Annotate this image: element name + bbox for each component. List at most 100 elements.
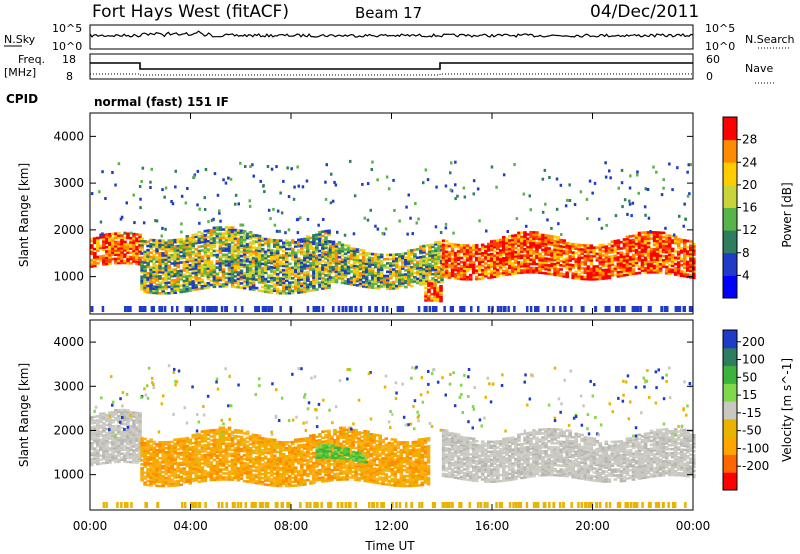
heatmap-cell — [146, 284, 150, 288]
heatmap-cell — [146, 458, 150, 461]
heatmap-cell — [580, 277, 584, 281]
heatmap-cell — [158, 270, 162, 274]
nsearch-label: N.Search — [745, 33, 795, 46]
heatmap-cell — [185, 446, 190, 450]
heatmap-cell — [158, 264, 162, 268]
heatmap-cell — [149, 238, 153, 242]
heatmap-cell — [227, 472, 232, 475]
heatmap-cell — [410, 272, 414, 275]
heatmap-cell — [580, 250, 584, 253]
heatmap-cell — [188, 259, 193, 263]
heatmap-cell — [431, 260, 435, 263]
heatmap-cell — [218, 261, 223, 265]
heatmap-cell — [105, 443, 109, 447]
heatmap-cell — [328, 248, 333, 252]
heatmap-cell — [251, 279, 256, 283]
heatmap-cell — [170, 474, 174, 477]
heatmap-cell — [218, 444, 223, 447]
heatmap-cell — [392, 253, 396, 257]
heatmap-cell — [300, 248, 304, 252]
heatmap-cell — [90, 453, 94, 457]
heatmap-cell — [117, 440, 121, 444]
heatmap-cell — [453, 256, 458, 259]
heatmap-cell — [179, 273, 183, 277]
heatmap-cell — [413, 252, 417, 256]
heatmap-cell — [444, 261, 449, 264]
heatmap-cell — [200, 474, 205, 477]
heatmap-cell — [361, 280, 366, 284]
heatmap-cell — [288, 245, 292, 249]
heatmap-cell — [212, 279, 217, 282]
heatmap-cell — [493, 262, 497, 266]
heatmap-cell — [523, 248, 527, 251]
heatmap-cell — [138, 424, 142, 427]
heatmap-cell — [173, 245, 177, 248]
heatmap-cell — [462, 261, 467, 264]
heatmap-cell — [215, 260, 220, 263]
heatmap-cell — [670, 262, 675, 265]
heatmap-cell — [419, 255, 423, 259]
heatmap-cell — [105, 431, 109, 435]
heatmap-cell — [652, 271, 657, 274]
heatmap-cell — [143, 242, 147, 245]
heatmap-cell — [331, 253, 336, 256]
heatmap-cell — [117, 438, 121, 442]
heatmap-cell — [444, 265, 449, 268]
heatmap-cell — [161, 273, 165, 276]
heatmap-cell — [499, 257, 503, 261]
heatmap-cell — [306, 266, 310, 270]
heatmap-cell — [221, 240, 226, 244]
heatmap-cell — [547, 266, 551, 269]
heatmap-cell — [203, 261, 208, 264]
heatmap-cell — [487, 242, 491, 246]
heatmap-cell — [133, 221, 136, 225]
heatmap-cell — [117, 442, 121, 446]
heatmap-cell — [433, 297, 437, 300]
heatmap-cell — [559, 183, 563, 187]
heatmap-cell — [123, 414, 127, 418]
heatmap-cell — [573, 203, 577, 206]
heatmap-cell — [565, 260, 569, 264]
heatmap-cell — [622, 246, 627, 250]
heatmap-cell — [291, 285, 295, 288]
heatmap-cell — [212, 274, 217, 278]
nsky-tick-bottom: 10^0 — [52, 40, 82, 53]
heatmap-cell — [218, 476, 223, 479]
heatmap-cell — [683, 256, 687, 259]
heatmap-cell — [398, 257, 402, 260]
heatmap-cell — [132, 423, 136, 426]
heatmap-cell — [367, 269, 372, 272]
heatmap-cell — [206, 429, 211, 432]
heatmap-cell — [343, 260, 348, 264]
heatmap-cell — [102, 422, 106, 425]
heatmap-cell — [138, 453, 142, 457]
heatmap-cell — [601, 273, 606, 276]
heatmap-cell — [649, 256, 654, 259]
heatmap-cell — [636, 306, 640, 312]
heatmap-cell — [620, 306, 624, 312]
heatmap-cell — [655, 271, 660, 274]
heatmap-cell — [312, 282, 316, 286]
heatmap-cell — [607, 270, 612, 273]
heatmap-cell — [227, 270, 232, 273]
heatmap-cell — [468, 275, 473, 279]
heatmap-cell — [104, 197, 107, 200]
heatmap-cell — [93, 439, 97, 442]
heatmap-cell — [149, 446, 153, 449]
heatmap-cell — [126, 255, 130, 259]
heatmap-cell — [520, 237, 524, 241]
heatmap-cell — [462, 271, 467, 275]
heatmap-cell — [407, 260, 411, 263]
heatmap-cell — [535, 254, 539, 257]
heatmap-cell — [254, 261, 259, 265]
heatmap-cell — [640, 246, 645, 249]
heatmap-cell — [200, 245, 205, 248]
heatmap-cell — [401, 261, 405, 264]
heatmap-cell — [634, 234, 639, 237]
heatmap-cell — [200, 240, 205, 244]
heatmap-cell — [312, 284, 316, 288]
heatmap-cell — [90, 436, 94, 439]
heatmap-cell — [209, 271, 214, 274]
heatmap-cell — [236, 429, 241, 432]
heatmap-cell — [556, 274, 560, 277]
